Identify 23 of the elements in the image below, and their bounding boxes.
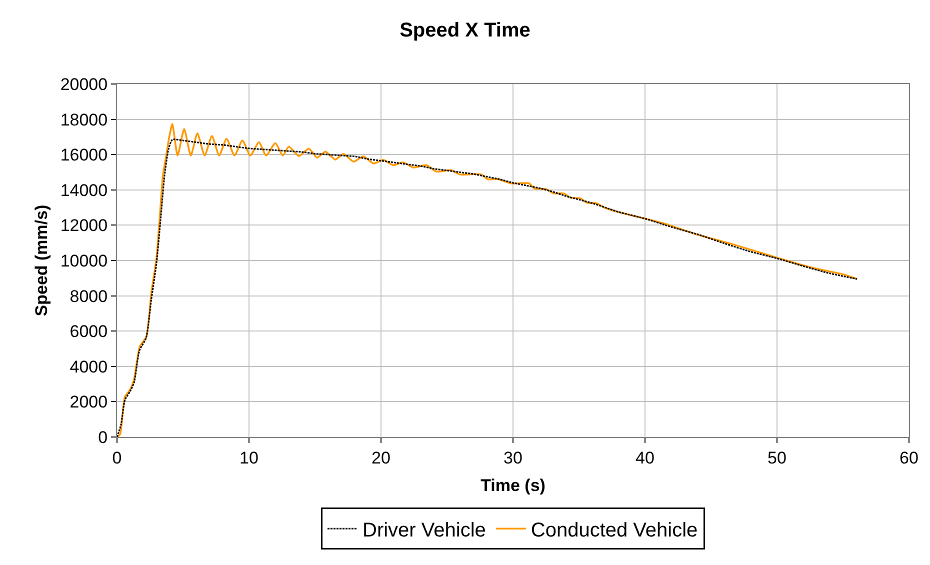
y-tick-label: 12000 — [60, 216, 108, 236]
legend-label: Driver Vehicle — [362, 519, 486, 542]
x-tick-label: 10 — [240, 448, 258, 468]
y-tick-label: 2000 — [70, 392, 108, 412]
x-tick-label: 20 — [372, 448, 390, 468]
y-tick-label: 8000 — [70, 286, 108, 306]
x-axis-title: Time (s) — [480, 476, 546, 495]
y-tick-label: 10000 — [60, 251, 108, 270]
x-tick-label: 30 — [504, 448, 522, 468]
x-tick-label: 40 — [636, 448, 654, 468]
y-tick-label: 0 — [98, 428, 108, 447]
x-tick-label: 50 — [768, 448, 786, 468]
y-tick-label: 4000 — [70, 357, 108, 376]
legend-label: Conducted Vehicle — [530, 519, 698, 542]
y-tick-label: 16000 — [60, 146, 108, 165]
y-tick-label: 20000 — [60, 74, 108, 94]
chart-title: Speed X Time — [400, 20, 530, 42]
y-tick-label: 18000 — [60, 110, 108, 130]
y-axis-title: Speed (mm/s) — [32, 204, 51, 316]
y-tick-label: 14000 — [60, 180, 108, 200]
y-tick-label: 6000 — [70, 322, 108, 342]
x-tick-label: 60 — [900, 448, 918, 468]
x-tick-label: 0 — [112, 448, 122, 468]
